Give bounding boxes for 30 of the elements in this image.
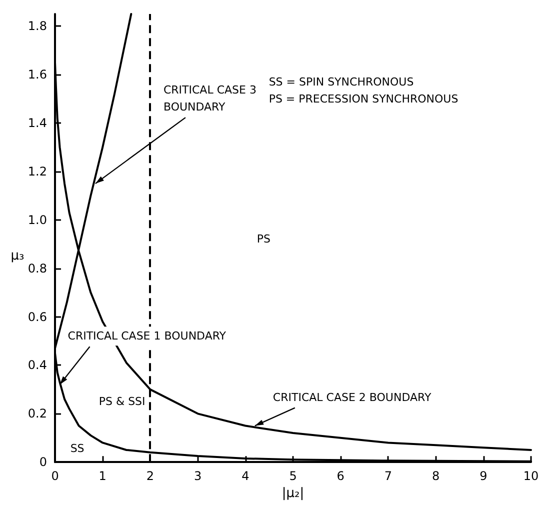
annotation: PS & SSI bbox=[98, 394, 146, 408]
x-tick-label: 5 bbox=[289, 469, 297, 484]
y-tick-label: 1.4 bbox=[28, 116, 47, 130]
x-tick-label: 10 bbox=[523, 469, 539, 484]
y-tick-label: 0.6 bbox=[28, 310, 47, 324]
annotation: SS bbox=[70, 442, 84, 456]
y-tick-label: 0 bbox=[39, 455, 47, 470]
y-tick-label: 1.8 bbox=[28, 19, 47, 34]
x-tick-label: 7 bbox=[384, 469, 392, 484]
annotation: CRITICAL CASE 3 BOUNDARY bbox=[163, 84, 256, 114]
x-tick-label: 4 bbox=[242, 469, 250, 484]
annotation: PS bbox=[256, 232, 271, 246]
annotation: CRITICAL CASE 1 BOUNDARY bbox=[68, 330, 226, 343]
x-tick-label: 6 bbox=[336, 469, 344, 484]
x-tick-label: 8 bbox=[432, 469, 440, 484]
x-tick-label: 0 bbox=[51, 469, 59, 484]
y-tick-label: 0.2 bbox=[28, 406, 47, 421]
x-tick-label: 3 bbox=[194, 469, 202, 484]
x-tick-label: 9 bbox=[480, 469, 488, 484]
y-tick-label: 0.4 bbox=[28, 358, 47, 372]
x-tick-label: 2 bbox=[146, 469, 154, 484]
annotation: SS = SPIN SYNCHRONOUS PS = PRECESSION SYNCHRONOUS bbox=[268, 76, 458, 106]
x-axis-title: |μ₂| bbox=[282, 486, 304, 501]
y-tick-label: 1.2 bbox=[28, 164, 47, 178]
y-tick-label: 1.0 bbox=[28, 212, 47, 227]
y-tick-label: 0.8 bbox=[28, 261, 47, 276]
y-axis-title: μ₃ bbox=[10, 248, 24, 264]
y-tick-label: 1.6 bbox=[28, 68, 47, 82]
annotation: CRITICAL CASE 2 BOUNDARY bbox=[272, 390, 432, 404]
x-tick-label: 1 bbox=[98, 469, 106, 484]
